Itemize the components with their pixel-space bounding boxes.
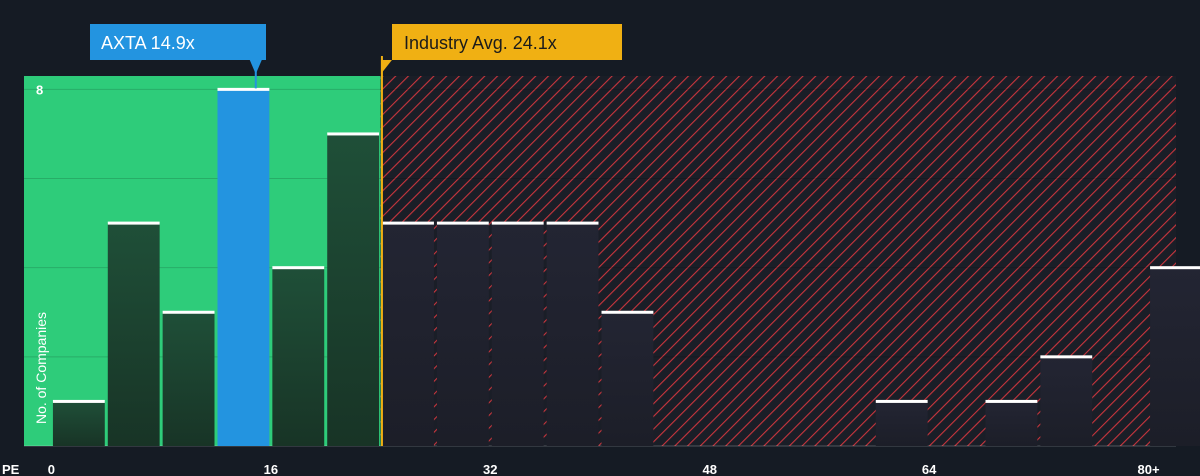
histogram-bar: [382, 223, 434, 446]
x-tick-label: 0: [48, 462, 55, 476]
company-bar: [217, 89, 270, 446]
histogram-bar: [875, 401, 928, 446]
histogram-bar: [1150, 267, 1200, 446]
histogram-bars: [52, 87, 1200, 446]
company-callout-box: [90, 24, 266, 60]
x-tick-label: 16: [264, 462, 278, 476]
bar-cap: [985, 399, 1038, 403]
company-callout-label: AXTA 14.9x: [101, 33, 195, 53]
axes: No. of Companies PE 8 0 16 32 48 64 80+: [2, 82, 1160, 476]
callouts: AXTA 14.9x Industry Avg. 24.1x: [90, 24, 622, 89]
bar-cap: [272, 266, 325, 270]
x-tick-label: 64: [922, 462, 937, 476]
bar-cap: [875, 399, 928, 403]
x-tick-label: 48: [702, 462, 716, 476]
histogram-bar: [1040, 356, 1093, 446]
grid-lines: [24, 88, 1176, 447]
histogram-bar: [546, 223, 599, 446]
histogram-bar: [491, 223, 544, 446]
y-tick-label: 8: [36, 82, 43, 97]
histogram-bar: [327, 133, 380, 446]
x-axis-label: PE: [2, 462, 20, 476]
bar-cap: [546, 221, 599, 225]
industry-callout-pointer: [380, 60, 392, 74]
histogram-bar: [162, 312, 215, 446]
histogram-bar: [436, 223, 489, 446]
industry-callout-label: Industry Avg. 24.1x: [404, 33, 557, 53]
x-tick-label: 80+: [1138, 462, 1160, 476]
bar-cap: [1150, 266, 1200, 270]
bar-cap: [382, 221, 434, 225]
histogram-bar: [985, 401, 1038, 446]
bar-cap: [162, 310, 215, 314]
y-axis-label: No. of Companies: [33, 312, 49, 424]
bar-cap: [601, 310, 654, 314]
x-tick-label: 32: [483, 462, 497, 476]
bar-cap: [107, 221, 160, 225]
histogram-bar: [601, 312, 654, 446]
industry-callout-box: [392, 24, 622, 60]
histogram-bar: [107, 223, 160, 446]
bar-cap: [217, 87, 270, 91]
histogram-bar: [52, 401, 105, 446]
bar-cap: [327, 132, 380, 136]
bar-cap: [436, 221, 489, 225]
histogram-bar: [272, 267, 325, 446]
bar-cap: [52, 399, 105, 403]
bar-cap: [1040, 355, 1093, 359]
bar-cap: [491, 221, 544, 225]
